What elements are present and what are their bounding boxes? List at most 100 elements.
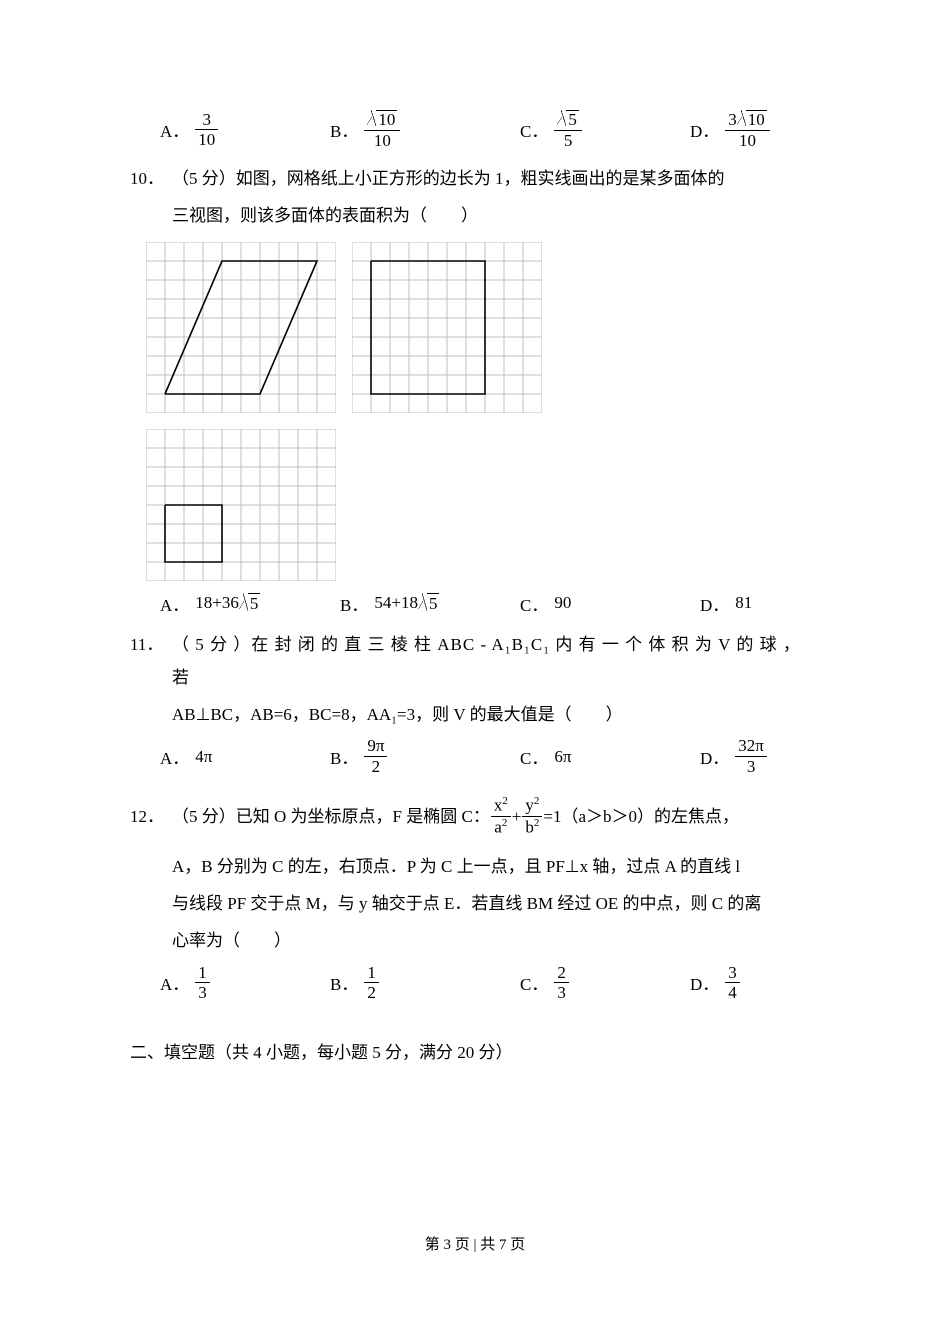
radicand: 10: [746, 110, 767, 129]
numerator: 3: [195, 111, 218, 131]
question-number: 12．: [130, 800, 172, 833]
numerator: 2: [554, 964, 569, 984]
question-number: 11．: [130, 628, 172, 661]
choice-label: D．: [700, 591, 729, 616]
val: 54: [374, 593, 391, 613]
question-text: （5 分）如图，网格纸上小正方形的边长为 1，粗实线画出的是某多面体的: [172, 162, 725, 195]
fraction: 5 5: [554, 110, 582, 150]
coef: 3: [728, 110, 737, 129]
q11-choice-a: A． 4π: [160, 737, 330, 776]
plus: +: [512, 800, 522, 833]
choice-label: B．: [330, 117, 358, 142]
q11-choice-b: B． 9π 2: [330, 737, 520, 776]
fraction: 32π 3: [735, 737, 767, 776]
denominator: 10: [364, 131, 400, 150]
q12-choice-b: B． 1 2: [330, 964, 520, 1003]
question-text: （ 5 分 ）在 封 闭 的 直 三 棱 柱 ABC ‑ A₁B₁C₁ 内 有 …: [172, 628, 820, 694]
choice-label: C．: [520, 744, 548, 769]
coef: 18: [401, 593, 418, 613]
val: 81: [735, 593, 752, 613]
q10-choice-d: D． 81: [700, 591, 820, 616]
radicand: 5: [248, 593, 261, 614]
numerator: 9π: [364, 737, 387, 757]
score: （ 5 分 ）: [172, 635, 251, 654]
text: =1（a＞b＞0）的左焦点，: [543, 800, 739, 833]
denominator: 2: [364, 983, 379, 1002]
denominator: 2: [364, 757, 387, 776]
q10-choice-b: B． 54+185: [340, 591, 520, 616]
fraction: 10 10: [364, 110, 400, 150]
fraction: 1 2: [364, 964, 379, 1003]
fraction: 3 10: [195, 111, 218, 150]
fraction: 3 4: [725, 964, 740, 1003]
q12-choice-a: A． 1 3: [160, 964, 330, 1003]
q12: 12． （5 分）已知 O 为坐标原点，F 是椭圆 C： x2 a2 + y2 …: [130, 796, 820, 836]
denominator: 10: [195, 130, 218, 149]
fraction: 2 3: [554, 964, 569, 1003]
numerator: 32π: [735, 737, 767, 757]
q9-choice-a: A． 3 10: [160, 110, 330, 150]
q12-choice-c: C． 2 3: [520, 964, 690, 1003]
denominator: 3: [195, 983, 210, 1002]
fraction: 3 10 10: [725, 110, 770, 150]
choice-label: D．: [690, 970, 719, 995]
numerator: 5: [554, 110, 582, 131]
choice-label: A．: [160, 117, 189, 142]
q12-choices: A． 1 3 B． 1 2 C． 2 3 D． 3 4: [160, 964, 820, 1003]
fraction: 1 3: [195, 964, 210, 1003]
three-view-2: [352, 242, 542, 413]
choice-label: A．: [160, 970, 189, 995]
q9-choice-c: C． 5 5: [520, 110, 690, 150]
denominator: 5: [554, 131, 582, 150]
q10-choices: A． 18+365 B． 54+185 C． 90 D． 81: [160, 591, 820, 616]
op: +: [212, 593, 222, 613]
q10-diagrams: [146, 242, 820, 581]
choice-label: C．: [520, 591, 548, 616]
choice-label: C．: [520, 970, 548, 995]
denominator: 3: [735, 757, 767, 776]
denominator: 10: [725, 131, 770, 150]
question-number: 10．: [130, 162, 172, 195]
score: （5 分）: [172, 800, 236, 833]
q9-choices: A． 3 10 B． 10 10 C． 5 5 D． 310 10: [160, 110, 820, 150]
radicand: 5: [566, 110, 579, 129]
numerator: 3 10: [725, 110, 770, 131]
q12-choice-d: D． 3 4: [690, 964, 810, 1003]
val: 4π: [195, 747, 212, 767]
coef: 36: [222, 593, 239, 613]
val: 18: [195, 593, 212, 613]
q10-choice-c: C． 90: [520, 591, 700, 616]
numerator: 1: [195, 964, 210, 984]
q11: 11． （ 5 分 ）在 封 闭 的 直 三 棱 柱 ABC ‑ A₁B₁C₁ …: [130, 628, 820, 694]
denominator: b2: [522, 817, 542, 837]
q10-choice-a: A． 18+365: [160, 591, 340, 616]
numerator: 3: [725, 964, 740, 984]
q11-choice-c: C． 6π: [520, 737, 700, 776]
radicand: 10: [376, 110, 397, 129]
choice-label: B．: [330, 744, 358, 769]
choice-label: B．: [340, 591, 368, 616]
numerator: y2: [522, 796, 542, 817]
op: +: [391, 593, 401, 613]
text: 在 封 闭 的 直 三 棱 柱 ABC ‑ A₁B₁C₁ 内 有 一 个 体 积…: [172, 635, 801, 687]
three-view-1: [146, 242, 336, 413]
section-2-heading: 二、填空题（共 4 小题，每小题 5 分，满分 20 分）: [130, 1038, 820, 1063]
q11-choice-d: D． 32π 3: [700, 737, 820, 776]
question-text-line3: 与线段 PF 交于点 M，与 y 轴交于点 E．若直线 BM 经过 OE 的中点…: [130, 887, 820, 920]
fraction: y2 b2: [522, 796, 542, 836]
choice-label: C．: [520, 117, 548, 142]
choice-label: D．: [690, 117, 719, 142]
question-text-line2: A，B 分别为 C 的左，右顶点．P 为 C 上一点，且 PF⊥x 轴，过点 A…: [130, 850, 820, 883]
text: 如图，网格纸上小正方形的边长为 1，粗实线画出的是某多面体的: [236, 169, 725, 188]
q9-choice-d: D． 3 10 10: [690, 110, 810, 150]
denominator: 3: [554, 983, 569, 1002]
question-text: （5 分）已知 O 为坐标原点，F 是椭圆 C： x2 a2 + y2 b2 =…: [172, 796, 739, 836]
denominator: a2: [491, 817, 511, 837]
denominator: 4: [725, 983, 740, 1002]
question-text-line2: 三视图，则该多面体的表面积为（ ）: [130, 199, 820, 232]
val: 6π: [554, 747, 571, 767]
numerator: 10: [364, 110, 400, 131]
choice-label: B．: [330, 970, 358, 995]
val: 90: [554, 593, 571, 613]
question-text-line4: 心率为（ ）: [130, 924, 820, 957]
